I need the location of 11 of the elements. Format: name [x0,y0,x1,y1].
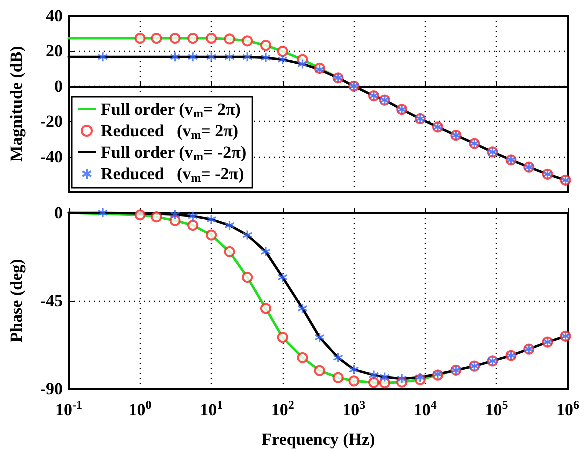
y-tick-label: 20 [46,42,63,61]
y-tick-label: 0 [54,76,63,96]
y-tick-label: -20 [40,112,63,132]
y-tick-label: 0 [54,204,63,222]
y-tick-label: -40 [40,147,63,166]
y-tick-label: -90 [40,380,63,398]
y-tick-label: 40 [46,6,63,26]
x-axis-title: Frequency (Hz) [262,430,376,449]
y-axis-title: Phase (deg) [7,259,26,343]
y-tick-label: -45 [40,292,63,310]
y-axis-title: Magnitude (dB) [7,46,26,162]
